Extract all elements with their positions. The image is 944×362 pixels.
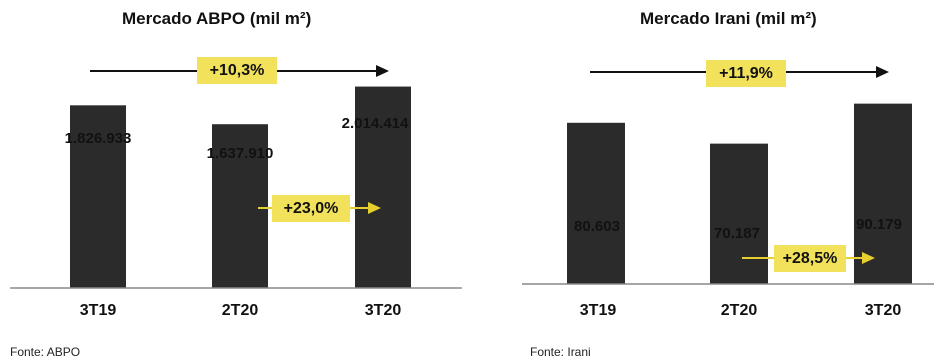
value-label: 1.637.910	[206, 145, 274, 162]
value-label: 90.179	[856, 216, 902, 233]
category-label: 3T20	[864, 302, 902, 319]
category-label: 2T20	[221, 302, 259, 319]
bar-3t20	[355, 86, 411, 289]
chart-panel-irani: Mercado Irani (mil m²) +11,9% 80.603 70.…	[472, 0, 944, 362]
trend-badge: +11,9%	[706, 60, 786, 87]
bar-plot	[10, 86, 462, 289]
value-label: 80.603	[574, 218, 620, 235]
value-label: 2.014.414	[341, 115, 409, 132]
category-label: 3T20	[364, 302, 402, 319]
bar-plot	[522, 103, 934, 285]
value-label: 70.187	[714, 225, 760, 242]
bar-2t20	[710, 143, 768, 284]
category-label: 3T19	[79, 302, 117, 319]
change-badge: +23,0%	[272, 195, 350, 222]
bar-3t19	[567, 122, 625, 284]
bar-2t20	[212, 124, 268, 288]
category-label: 3T19	[579, 302, 617, 319]
source-note: Fonte: ABPO	[10, 345, 81, 359]
value-label: 1.826.933	[64, 130, 132, 147]
trend-badge: +10,3%	[197, 57, 277, 84]
bar-3t19	[70, 105, 126, 288]
source-note: Fonte: Irani	[530, 345, 591, 359]
change-badge: +28,5%	[774, 245, 846, 272]
category-label: 2T20	[720, 302, 758, 319]
chart-panel-abpo: Mercado ABPO (mil m²) +10,3% 1.826.933 1…	[10, 9, 462, 359]
chart-title: Mercado Irani (mil m²)	[640, 9, 817, 28]
chart-title: Mercado ABPO (mil m²)	[122, 9, 312, 28]
